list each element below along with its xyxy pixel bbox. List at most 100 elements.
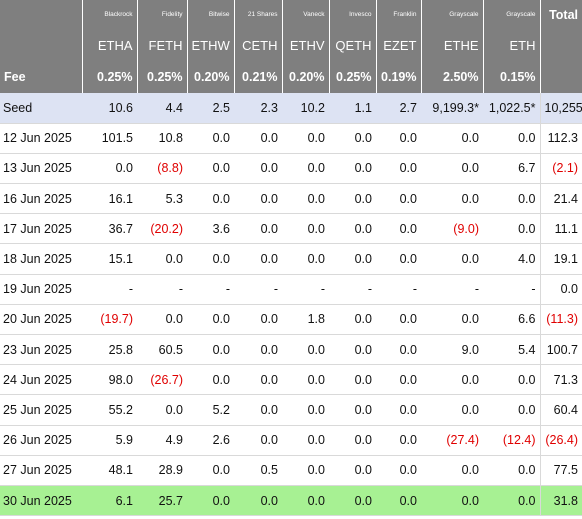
- flow-cell: 0.0: [329, 304, 376, 336]
- issuer-cell: Blackrock: [82, 0, 138, 30]
- flow-cell: 5.4: [483, 334, 540, 366]
- total-cell: 100.7: [539, 334, 582, 366]
- flow-cell: 0.0: [187, 183, 234, 215]
- fee-cell: 0.15%: [483, 61, 541, 93]
- issuer-header-row: Blackrock Fidelity Bitwise 21 Shares Van…: [0, 0, 582, 30]
- flow-cell: 9.0: [421, 334, 483, 366]
- ticker-cell: ETH: [483, 30, 541, 61]
- flow-cell: 0.0: [234, 394, 282, 426]
- flow-cell: 0.0: [234, 364, 282, 396]
- flow-cell: 0.0: [376, 243, 421, 275]
- flow-cell: 55.2: [82, 394, 137, 426]
- row-label: 23 Jun 2025: [0, 334, 82, 366]
- flow-cell: (12.4): [483, 425, 540, 456]
- flow-cell: 0.0: [483, 394, 540, 426]
- total-cell: 0.0: [539, 274, 582, 305]
- flow-cell: 6.1: [82, 485, 137, 517]
- total-cell: (2.1): [539, 153, 582, 185]
- flow-cell: 3.6: [187, 213, 234, 245]
- total-ticker-cell: [540, 30, 582, 61]
- flow-cell: 1.1: [329, 93, 376, 124]
- flow-cell: 6.7: [483, 153, 540, 185]
- fee-total-cell: [540, 61, 582, 93]
- flow-cell: 0.0: [234, 183, 282, 215]
- flow-cell: 0.0: [282, 213, 329, 245]
- flow-cell: (27.4): [421, 425, 483, 456]
- flow-cell: 0.0: [282, 243, 329, 275]
- flow-cell: 0.0: [376, 304, 421, 336]
- row-label: 24 Jun 2025: [0, 364, 82, 396]
- flow-cell: 0.0: [376, 183, 421, 215]
- flow-cell: 0.0: [483, 183, 540, 215]
- flow-cell: 0.0: [282, 183, 329, 215]
- fee-row: Fee 0.25% 0.25% 0.20% 0.21% 0.20% 0.25% …: [0, 61, 582, 93]
- flow-cell: 0.0: [421, 243, 483, 275]
- total-header: Total: [540, 0, 582, 30]
- table-row: 17 Jun 2025 36.7 (20.2) 3.6 0.0 0.0 0.0 0.0 (9.0…: [0, 213, 582, 245]
- flow-cell: 2.5: [187, 93, 234, 124]
- flow-cell: 0.0: [282, 425, 329, 456]
- flow-cell: (19.7): [82, 304, 137, 336]
- row-label: 18 Jun 2025: [0, 243, 82, 275]
- total-cell: 112.3: [539, 123, 582, 154]
- flow-cell: 0.0: [137, 304, 187, 336]
- flow-cell: 0.0: [376, 394, 421, 426]
- flow-cell: 0.0: [234, 485, 282, 517]
- flow-cell: -: [421, 274, 483, 305]
- total-cell: 31.8: [539, 485, 582, 517]
- flow-cell: 0.0: [376, 425, 421, 456]
- total-cell: 11.1: [539, 213, 582, 245]
- flow-cell: 0.0: [329, 213, 376, 245]
- flow-cell: 10.6: [82, 93, 137, 124]
- ticker-cell: ETHV: [282, 30, 330, 61]
- flow-cell: (20.2): [137, 213, 187, 245]
- flow-cell: 5.2: [187, 394, 234, 426]
- flow-cell: 0.0: [376, 485, 421, 517]
- flow-cell: 10.2: [282, 93, 329, 124]
- flow-cell: 0.0: [483, 485, 540, 517]
- flow-cell: 0.0: [483, 364, 540, 396]
- row-label: 26 Jun 2025: [0, 425, 82, 456]
- flow-cell: 4.9: [137, 425, 187, 456]
- flow-cell: -: [234, 274, 282, 305]
- flow-cell: 0.5: [234, 455, 282, 486]
- flow-cell: 0.0: [329, 455, 376, 486]
- row-label: 19 Jun 2025: [0, 274, 82, 305]
- flow-cell: 0.0: [329, 485, 376, 517]
- seed-row: Seed 10.6 4.4 2.5 2.3 10.2 1.1 2.7 9,199.3* 1,022…: [0, 93, 582, 124]
- flow-cell: 0.0: [376, 213, 421, 245]
- flow-cell: 9,199.3*: [421, 93, 483, 124]
- flow-cell: 0.0: [234, 243, 282, 275]
- flow-cell: -: [376, 274, 421, 305]
- fee-cell: 0.19%: [376, 61, 422, 93]
- flow-cell: (26.7): [137, 364, 187, 396]
- flow-cell: 0.0: [282, 153, 329, 185]
- row-label: 20 Jun 2025: [0, 304, 82, 336]
- flow-cell: 0.0: [421, 485, 483, 517]
- flow-cell: 0.0: [376, 153, 421, 185]
- flow-cell: 0.0: [234, 213, 282, 245]
- table-row: 18 Jun 2025 15.1 0.0 0.0 0.0 0.0 0.0 0.0 0.0 4.0 1…: [0, 243, 582, 275]
- table-row: 23 Jun 2025 25.8 60.5 0.0 0.0 0.0 0.0 0.0 9.0 5.4…: [0, 334, 582, 366]
- flow-cell: 0.0: [187, 153, 234, 185]
- flow-cell: 4.0: [483, 243, 540, 275]
- row-label: 13 Jun 2025: [0, 153, 82, 185]
- flow-cell: 0.0: [329, 183, 376, 215]
- flow-cell: 0.0: [187, 455, 234, 486]
- flow-cell: 0.0: [187, 485, 234, 517]
- flow-cell: 0.0: [137, 394, 187, 426]
- flow-cell: -: [137, 274, 187, 305]
- flow-cell: 0.0: [483, 455, 540, 486]
- ticker-cell: QETH: [329, 30, 377, 61]
- table-row: 16 Jun 2025 16.1 5.3 0.0 0.0 0.0 0.0 0.0 0.0 0.0 2…: [0, 183, 582, 215]
- flow-cell: 0.0: [376, 334, 421, 366]
- total-cell: 21.4: [539, 183, 582, 215]
- flow-cell: 0.0: [187, 364, 234, 396]
- flow-cell: 2.6: [187, 425, 234, 456]
- flow-cell: 0.0: [376, 123, 421, 154]
- flow-cell: 0.0: [137, 243, 187, 275]
- flow-cell: 0.0: [421, 304, 483, 336]
- flow-cell: 0.0: [187, 243, 234, 275]
- flow-cell: 0.0: [282, 123, 329, 154]
